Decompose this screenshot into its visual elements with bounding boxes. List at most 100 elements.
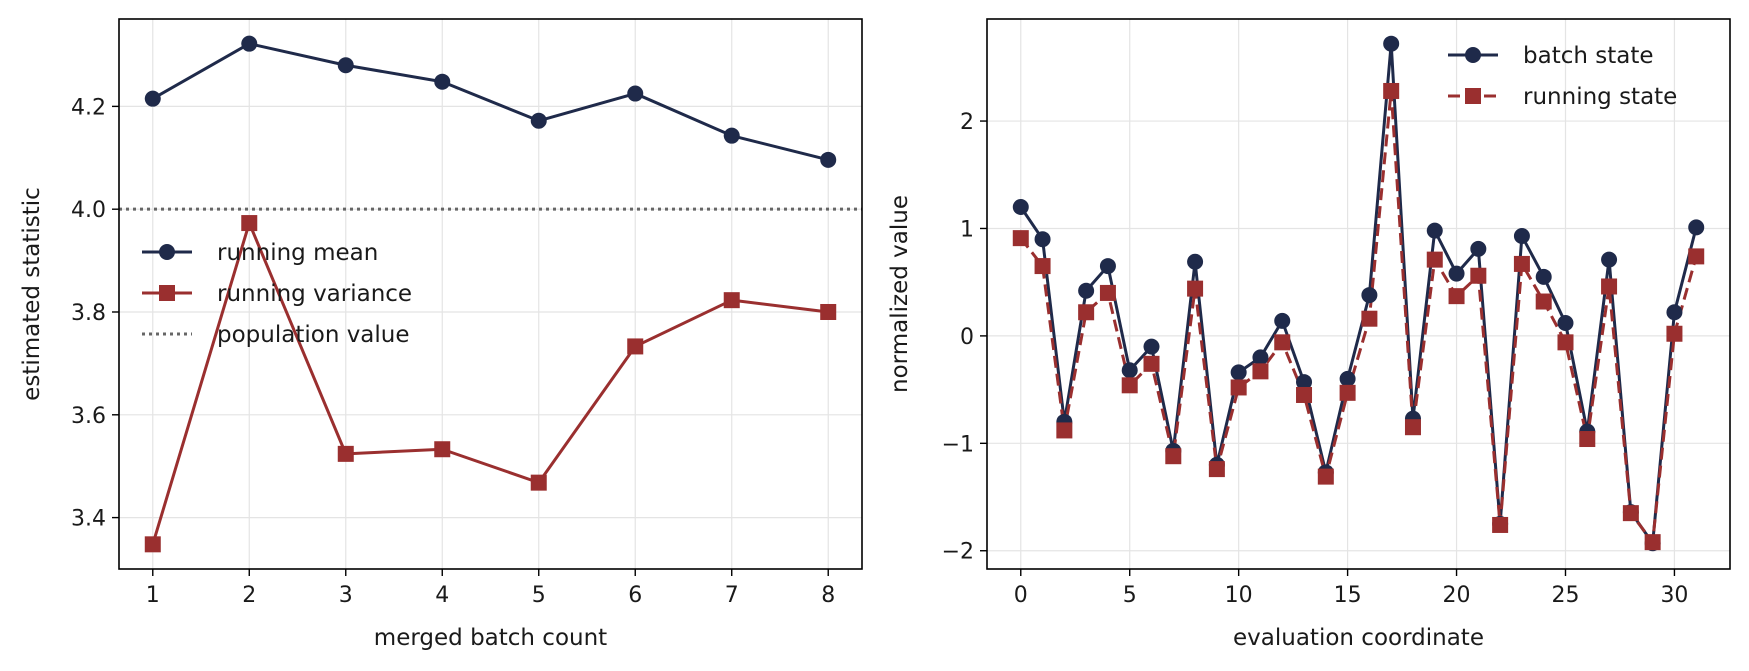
data-point-s1-18: [1404, 419, 1421, 436]
y-axis-label: normalized value: [887, 195, 913, 393]
data-point-s1-0: [1012, 230, 1029, 247]
data-point-s0-4: [530, 112, 547, 129]
x-tick-label: 10: [1225, 583, 1253, 608]
series-line-0: [1019, 42, 1698, 545]
data-point-s0-16: [1361, 287, 1378, 304]
legend-marker-1: [159, 285, 175, 301]
legend-label-1: running state: [1523, 84, 1677, 110]
data-point-s1-28: [1622, 505, 1639, 522]
x-tick-label: 8: [821, 583, 835, 608]
x-tick-label: 15: [1334, 583, 1362, 608]
x-tick-label: 3: [339, 583, 353, 608]
data-point-s1-24: [1535, 293, 1552, 310]
legend: running mean running variance population v…: [142, 240, 412, 348]
data-point-s1-29: [1644, 534, 1661, 551]
data-point-s0-1: [241, 35, 258, 52]
data-point-s0-31: [1688, 219, 1705, 236]
data-point-s0-20: [1448, 265, 1465, 282]
data-point-s1-4: [1099, 284, 1116, 301]
data-point-s0-6: [723, 127, 740, 144]
x-tick-label: 5: [532, 583, 546, 608]
data-point-s0-1: [1034, 231, 1051, 248]
data-point-s1-26: [1579, 431, 1596, 448]
data-point-s0-15: [1339, 370, 1356, 387]
x-tick-label: 5: [1123, 583, 1137, 608]
y-tick-label: 3.8: [71, 301, 106, 326]
data-point-s1-20: [1448, 288, 1465, 305]
data-point-s0-5: [1121, 362, 1138, 379]
series-line-1: [1019, 89, 1698, 544]
y-axis-label: estimated statistic: [19, 187, 45, 401]
x-tick-label: 1: [146, 583, 160, 608]
data-point-s0-30: [1666, 304, 1683, 321]
y-tick-label: 4.2: [71, 95, 106, 120]
data-point-s1-13: [1296, 386, 1313, 403]
data-point-s1-8: [1187, 280, 1204, 297]
data-point-s1-7: [1165, 448, 1182, 465]
data-point-s1-23: [1513, 255, 1530, 272]
data-point-s1-2: [1056, 422, 1073, 439]
y-tick-label: 1: [960, 217, 974, 242]
legend-label-1: running variance: [217, 281, 412, 307]
legend-label-2: population value: [217, 322, 410, 348]
legend-marker-0: [159, 244, 175, 260]
y-tick-label: −2: [942, 540, 974, 565]
data-point-s0-17: [1383, 35, 1400, 52]
data-point-s1-22: [1492, 516, 1509, 533]
data-point-s0-4: [1099, 258, 1116, 275]
data-point-s1-19: [1426, 251, 1443, 268]
data-point-s0-0: [144, 90, 161, 107]
data-point-s1-1: [1034, 258, 1051, 275]
data-point-s1-6: [723, 292, 740, 309]
data-point-s1-25: [1557, 334, 1574, 351]
y-tick-label: 0: [960, 325, 974, 350]
data-point-s0-25: [1557, 315, 1574, 332]
data-point-s0-12: [1274, 312, 1291, 329]
data-point-s0-5: [627, 85, 644, 102]
x-tick-label: 2: [242, 583, 256, 608]
data-point-s0-3: [1078, 282, 1095, 299]
y-tick-label: −1: [942, 432, 974, 457]
y-tick-label: 2: [960, 110, 974, 135]
data-point-s1-27: [1601, 278, 1618, 295]
data-point-s1-17: [1383, 82, 1400, 99]
x-tick-label: 4: [435, 583, 449, 608]
legend-marker-1: [1465, 88, 1481, 104]
data-point-s1-31: [1688, 248, 1705, 265]
series-line-0: [152, 42, 829, 162]
data-point-s0-3: [434, 73, 451, 90]
data-point-s0-27: [1601, 251, 1618, 268]
data-point-s1-0: [144, 536, 161, 553]
data-point-s1-21: [1470, 267, 1487, 284]
data-point-s1-3: [1078, 304, 1095, 321]
data-point-s0-21: [1470, 240, 1487, 257]
x-tick-label: 7: [725, 583, 739, 608]
data-point-s0-13: [1296, 374, 1313, 391]
legend: batch state running state: [1448, 43, 1677, 110]
series-line-1: [151, 221, 829, 545]
x-tick-label: 30: [1660, 583, 1688, 608]
x-tick-label: 20: [1443, 583, 1471, 608]
legend-label-0: running mean: [217, 240, 378, 266]
data-point-s1-5: [627, 338, 644, 355]
right-chart-panel: 0 5 10 15 20 25 30 −2 −1 0 1 2 evaluation coordinate…: [887, 18, 1731, 651]
data-point-s1-10: [1230, 379, 1247, 396]
data-point-s1-11: [1252, 363, 1269, 380]
data-point-s0-7: [820, 151, 837, 168]
data-point-s1-5: [1121, 377, 1138, 394]
legend-label-0: batch state: [1523, 43, 1654, 69]
data-point-s0-8: [1187, 253, 1204, 270]
data-point-s0-11: [1252, 349, 1269, 366]
x-tick-label: 25: [1551, 583, 1579, 608]
data-point-s0-23: [1513, 227, 1530, 244]
data-point-s1-7: [820, 303, 837, 320]
y-tick-label: 3.6: [71, 404, 106, 429]
data-point-s0-19: [1426, 222, 1443, 239]
data-point-s0-24: [1535, 268, 1552, 285]
data-point-s1-15: [1339, 384, 1356, 401]
data-point-s1-1: [241, 215, 258, 232]
legend-marker-0: [1465, 47, 1481, 63]
x-axis-label: evaluation coordinate: [1233, 625, 1484, 651]
data-point-s0-2: [337, 57, 354, 74]
